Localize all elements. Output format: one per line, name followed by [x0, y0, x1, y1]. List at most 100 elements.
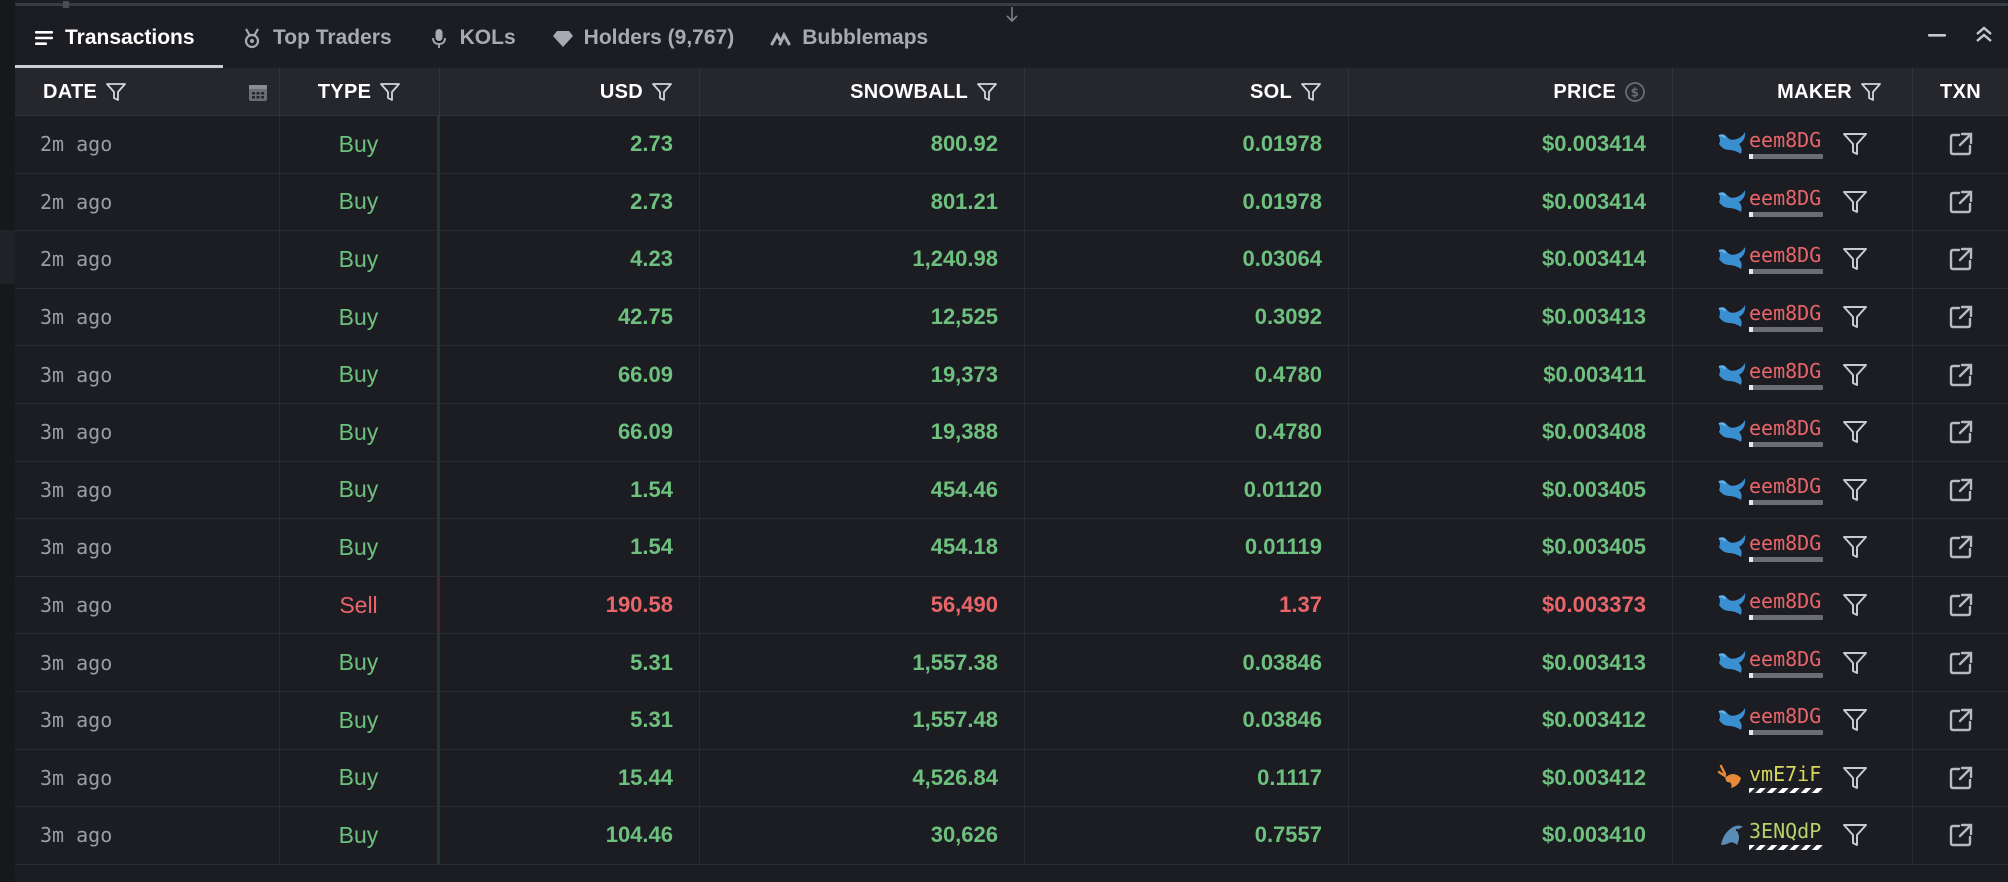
external-link-icon[interactable]: [1948, 765, 1974, 791]
external-link-icon[interactable]: [1948, 707, 1974, 733]
table-row[interactable]: 3m ago Buy 66.09 19,373 0.4780 $0.003411 eem8D…: [15, 346, 2008, 404]
maker-link[interactable]: eem8DG: [1749, 187, 1823, 217]
cell-date: 2m ago: [15, 116, 280, 173]
filter-maker-icon[interactable]: [1841, 476, 1869, 504]
external-link-icon[interactable]: [1948, 477, 1974, 503]
table-row[interactable]: 3m ago Buy 15.44 4,526.84 0.1117 $0.003412 vmE…: [15, 749, 2008, 808]
cell-date: 3m ago: [15, 461, 280, 519]
maker-address[interactable]: eem8DG: [1749, 473, 1822, 498]
column-header-date[interactable]: DATE: [15, 68, 280, 116]
maker-link[interactable]: vmE7iF: [1749, 763, 1823, 793]
maker-address[interactable]: eem8DG: [1749, 358, 1822, 383]
maker-address[interactable]: eem8DG: [1749, 128, 1822, 153]
tab-transactions[interactable]: Transactions: [15, 8, 223, 68]
column-header-usd[interactable]: USD: [440, 68, 700, 116]
table-row[interactable]: 3m ago Buy 5.31 1,557.48 0.03846 $0.003412 eem…: [15, 691, 2008, 750]
top-scrollbar[interactable]: [15, 0, 2008, 8]
maker-link[interactable]: eem8DG: [1749, 589, 1823, 621]
filter-maker-icon[interactable]: [1841, 649, 1869, 677]
filter-maker-icon[interactable]: [1841, 764, 1869, 792]
tab-bubblemaps[interactable]: Bubblemaps: [752, 8, 946, 68]
maker-link[interactable]: 3ENQdP: [1749, 819, 1823, 851]
table-row[interactable]: 3m ago Buy 5.31 1,557.38 0.03846 $0.003413 eem…: [15, 634, 2008, 692]
maker-link[interactable]: eem8DG: [1749, 475, 1823, 505]
external-link-icon[interactable]: [1948, 246, 1974, 272]
maker-address[interactable]: eem8DG: [1749, 531, 1822, 556]
external-link-icon[interactable]: [1948, 419, 1974, 445]
maker-link[interactable]: eem8DG: [1749, 128, 1823, 160]
cell-sol: 0.7557: [1025, 807, 1349, 864]
cell-type: Buy: [280, 288, 440, 346]
table-row[interactable]: 2m ago Buy 4.23 1,240.98 0.03064 $0.003414 eem…: [15, 231, 2008, 289]
maker-link[interactable]: eem8DG: [1749, 531, 1823, 563]
cell-maker: eem8DG: [1673, 231, 1913, 288]
maker-link[interactable]: eem8DG: [1749, 704, 1823, 736]
filter-maker-icon[interactable]: [1841, 591, 1869, 619]
column-header-txn: TXN: [1913, 68, 2008, 116]
tab-top-traders[interactable]: Top Traders: [223, 8, 410, 68]
external-link-icon[interactable]: [1948, 822, 1974, 848]
table-row[interactable]: 2m ago Buy 2.73 801.21 0.01978 $0.003414 eem8D…: [15, 173, 2008, 232]
external-link-icon[interactable]: [1948, 304, 1974, 330]
filter-icon[interactable]: [651, 81, 673, 103]
whale-icon: [1718, 477, 1746, 500]
table-row[interactable]: 3m ago Buy 104.46 30,626 0.7557 $0.003410 3ENQ…: [15, 807, 2008, 865]
table-row[interactable]: 3m ago Buy 1.54 454.18 0.01119 $0.003405 eem8D…: [15, 519, 2008, 577]
filter-maker-icon[interactable]: [1841, 245, 1869, 273]
filter-icon[interactable]: [1860, 81, 1882, 103]
column-header-snowball[interactable]: SNOWBALL: [700, 68, 1025, 116]
column-header-sol[interactable]: SOL: [1025, 68, 1349, 116]
external-link-icon[interactable]: [1948, 592, 1974, 618]
table-row[interactable]: 3m ago Buy 1.54 454.46 0.01120 $0.003405 eem8D…: [15, 461, 2008, 520]
filter-maker-icon[interactable]: [1841, 533, 1869, 561]
maker-address[interactable]: eem8DG: [1749, 589, 1822, 614]
maker-address[interactable]: eem8DG: [1749, 646, 1822, 671]
maker-address[interactable]: vmE7iF: [1749, 761, 1822, 786]
column-header-type[interactable]: TYPE: [280, 68, 440, 116]
table-row[interactable]: 3m ago Buy 42.75 12,525 0.3092 $0.003413 eem8D…: [15, 288, 2008, 347]
filter-maker-icon[interactable]: [1841, 188, 1869, 216]
dollar-circle-icon[interactable]: $: [1624, 81, 1646, 103]
calendar-icon[interactable]: [247, 81, 269, 103]
column-header-maker[interactable]: MAKER: [1673, 68, 1913, 116]
filter-icon[interactable]: [105, 81, 127, 103]
external-link-icon[interactable]: [1948, 362, 1974, 388]
scrollbar-thumb[interactable]: [63, 1, 69, 8]
filter-maker-icon[interactable]: [1841, 821, 1869, 849]
filter-maker-icon[interactable]: [1841, 418, 1869, 446]
tab-kols[interactable]: KOLs: [410, 8, 534, 68]
filter-icon[interactable]: [976, 81, 998, 103]
column-header-price[interactable]: PRICE $: [1349, 68, 1673, 116]
whale-icon: [1718, 305, 1746, 328]
minimize-icon[interactable]: [1924, 22, 1950, 48]
table-row[interactable]: 3m ago Buy 66.09 19,388 0.4780 $0.003408 eem8D…: [15, 403, 2008, 462]
maker-link[interactable]: eem8DG: [1749, 648, 1823, 678]
maker-link[interactable]: eem8DG: [1749, 243, 1823, 275]
external-link-icon[interactable]: [1948, 189, 1974, 215]
maker-address[interactable]: 3ENQdP: [1749, 819, 1822, 844]
filter-maker-icon[interactable]: [1841, 130, 1869, 158]
filter-maker-icon[interactable]: [1841, 303, 1869, 331]
maker-link[interactable]: eem8DG: [1749, 301, 1823, 333]
collapse-up-icon[interactable]: [1971, 22, 1997, 48]
filter-icon[interactable]: [379, 81, 401, 103]
filter-icon[interactable]: [1300, 81, 1322, 103]
external-link-icon[interactable]: [1948, 131, 1974, 157]
maker-address[interactable]: eem8DG: [1749, 243, 1822, 268]
filter-maker-icon[interactable]: [1841, 361, 1869, 389]
maker-address[interactable]: eem8DG: [1749, 704, 1822, 729]
cell-snowball: 1,557.38: [700, 634, 1025, 691]
arrow-down-icon[interactable]: [1004, 6, 1020, 24]
external-link-icon[interactable]: [1948, 650, 1974, 676]
maker-link[interactable]: eem8DG: [1749, 360, 1823, 390]
maker-address[interactable]: eem8DG: [1749, 301, 1822, 326]
filter-maker-icon[interactable]: [1841, 706, 1869, 734]
tab-holders[interactable]: Holders (9,767): [534, 8, 753, 68]
external-link-icon[interactable]: [1948, 534, 1974, 560]
maker-address[interactable]: eem8DG: [1749, 185, 1822, 210]
table-row[interactable]: 3m ago Sell 190.58 56,490 1.37 $0.003373 eem8D…: [15, 576, 2008, 635]
maker-link[interactable]: eem8DG: [1749, 416, 1823, 448]
cell-txn: [1913, 634, 2008, 691]
maker-address[interactable]: eem8DG: [1749, 416, 1822, 441]
table-row[interactable]: 2m ago Buy 2.73 800.92 0.01978 $0.003414 eem8D…: [15, 116, 2008, 174]
